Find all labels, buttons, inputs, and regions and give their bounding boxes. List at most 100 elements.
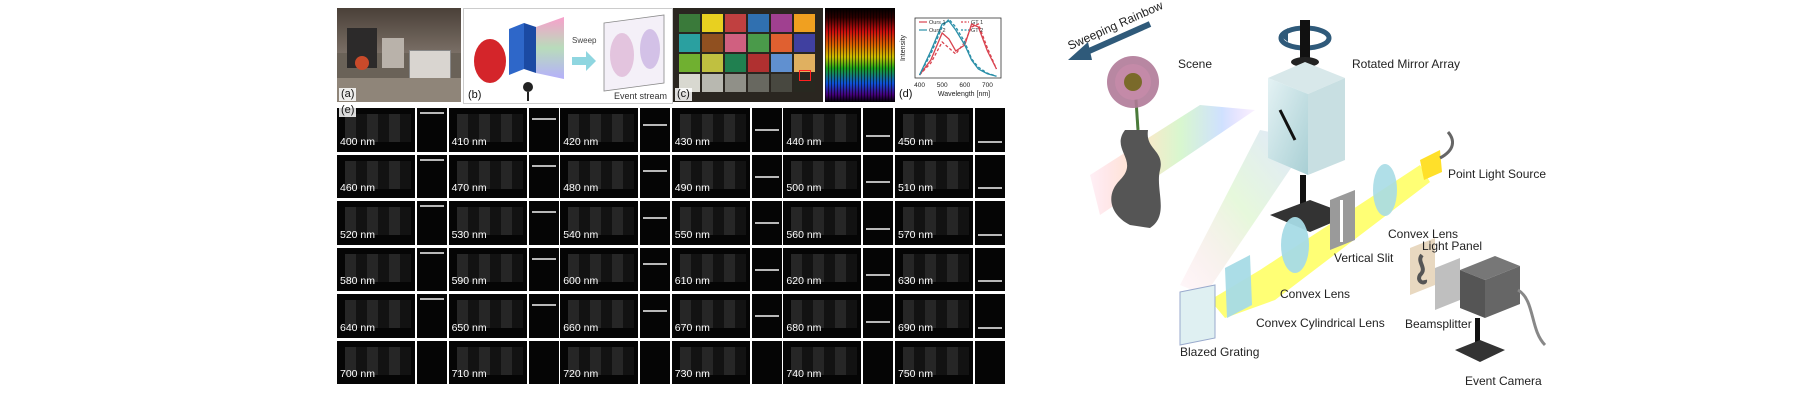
tile-checker: [679, 114, 746, 142]
wavelength-tile: 520 nm: [337, 201, 415, 245]
event-slice: [528, 247, 559, 291]
tile-checker: [345, 160, 411, 189]
tile-checker: [903, 300, 969, 328]
event-line: [643, 123, 668, 126]
tile-checker: [791, 253, 858, 282]
event-slice: [528, 340, 559, 384]
wavelength-label: 580 nm: [340, 275, 376, 287]
tile-checker: [568, 300, 635, 328]
camera-icon: [523, 82, 533, 92]
colorchecker-patch: [679, 34, 700, 52]
spectrum-chart-svg: 400 500 600 700 Wavelength [nm] Intensity Ours…: [900, 17, 1002, 98]
colorchecker-patch: [702, 54, 723, 72]
tile-checker: [456, 207, 523, 235]
wavelength-tile: 570 nm: [895, 201, 973, 245]
wavelength-tile: 530 nm: [448, 201, 527, 245]
event-line: [531, 211, 556, 213]
event-camera-label: Event Camera: [1465, 374, 1542, 388]
tile-checker: [568, 346, 635, 375]
wavelength-label: 700 nm: [340, 368, 376, 380]
event-slice: [863, 340, 894, 384]
wavelength-tile: 590 nm: [448, 247, 527, 291]
x-axis-label: Wavelength [nm]: [938, 91, 990, 98]
tile-checker: [679, 160, 746, 189]
event-line: [531, 304, 556, 306]
event-slice: [975, 340, 1005, 384]
tile-checker: [791, 300, 858, 328]
colorchecker-patch: [725, 34, 746, 52]
wavelength-label: 640 nm: [340, 321, 376, 334]
event-line: [531, 257, 556, 260]
wavelength-label: 660 nm: [563, 321, 599, 334]
event-slice: [640, 247, 671, 291]
convex-lens-2-icon: [1281, 217, 1309, 273]
legend-entry: GT 2: [971, 28, 983, 34]
tile-checker: [791, 207, 858, 235]
event-slice: [863, 247, 894, 291]
colorchecker-patch: [771, 74, 792, 92]
wavelength-label: 430 nm: [674, 135, 710, 148]
wavelength-tile: 500 nm: [783, 154, 862, 198]
mirror-array-side: [1308, 78, 1345, 175]
event-line: [978, 326, 1002, 329]
event-line: [531, 164, 556, 167]
event-slice: [528, 154, 559, 198]
vase-icon: [1111, 130, 1161, 228]
event-slice: [417, 154, 447, 198]
wavelength-tile: 720 nm: [560, 340, 639, 384]
event-slice: [751, 247, 782, 291]
tile-checker: [679, 207, 746, 235]
wavelength-tile: 410 nm: [448, 108, 527, 152]
event-slice: [975, 154, 1005, 198]
wavelength-label: 590 nm: [451, 275, 487, 287]
tile-checker: [456, 160, 523, 189]
colorchecker-patch: [748, 14, 769, 32]
event-line: [978, 140, 1002, 143]
event-slice: [863, 154, 894, 198]
event-line: [754, 175, 779, 178]
event-line: [754, 268, 779, 271]
tile-checker: [679, 253, 746, 282]
wavelength-label: 680 nm: [786, 321, 822, 334]
event-line: [978, 187, 1002, 190]
wavelength-tile: 750 nm: [895, 340, 973, 384]
panel-c-colorchecker: (c): [673, 8, 823, 102]
wavelength-tile: 630 nm: [895, 247, 973, 291]
setup-diagram-svg: Sweeping Rainbow Scene Rotated Mirror Ar…: [1066, 0, 1547, 388]
wavelength-label: 620 nm: [786, 275, 822, 287]
selection-box: [799, 70, 811, 81]
tile-checker: [568, 114, 635, 142]
tile-checker: [345, 114, 411, 142]
event-line: [754, 129, 779, 132]
panel-b-schematic: Sweep Event stream (b): [463, 8, 673, 104]
wavelength-tile: 670 nm: [671, 294, 750, 338]
tile-checker: [791, 346, 858, 375]
x-tick-label: 400: [914, 82, 925, 89]
event-line: [866, 181, 891, 184]
wavelength-label: 630 nm: [898, 275, 934, 287]
event-line: [420, 158, 444, 161]
wavelength-tile: 490 nm: [671, 154, 750, 198]
colorchecker-patch: [771, 34, 792, 52]
wavelength-label: 400 nm: [340, 135, 376, 148]
panel-a-photo: (a): [337, 8, 461, 102]
vertical-slit-label: Vertical Slit: [1334, 251, 1394, 265]
light-panel-label: Light Panel: [1422, 239, 1482, 253]
tile-checker: [903, 253, 969, 282]
colorchecker-patch: [725, 74, 746, 92]
red-ellipse-object: [474, 39, 506, 83]
colorchecker-patch: [679, 54, 700, 72]
event-slice: [975, 108, 1005, 152]
wavelength-label: 710 nm: [451, 368, 487, 380]
panel-e-label: (e): [339, 104, 357, 117]
tile-checker: [903, 160, 969, 189]
tile-checker: [791, 160, 858, 189]
tile-checker: [456, 346, 523, 375]
event-slice: [975, 294, 1005, 338]
wavelength-tile: 540 nm: [560, 201, 639, 245]
event-line: [754, 315, 779, 318]
event-slice: [975, 201, 1005, 245]
wavelength-tile: 700 nm: [337, 340, 415, 384]
wavelength-label: 750 nm: [898, 368, 934, 380]
legend-entry: Ours 1: [929, 20, 946, 26]
